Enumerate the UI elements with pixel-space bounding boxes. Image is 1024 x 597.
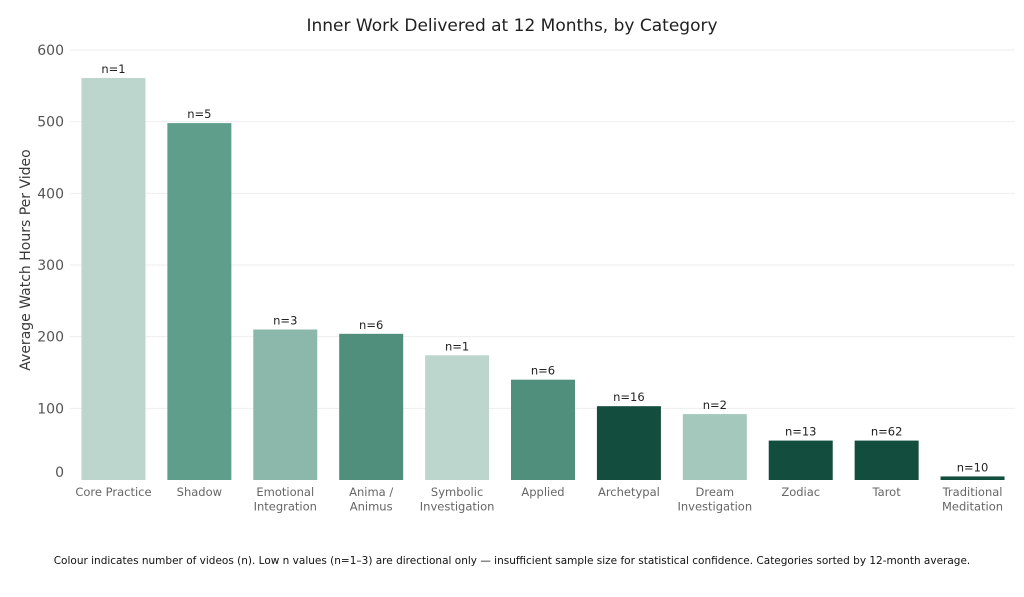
y-tick-label: 400 [37,186,64,202]
bar-count-label: n=6 [531,364,555,378]
x-tick-label-line: Investigation [677,500,752,514]
bar [339,333,404,480]
y-tick-label: 0 [55,465,64,481]
x-tick-label-line: Archetypal [598,485,660,499]
bar-count-labels: n=1 n=5 n=3 n=6 n=1 n=6 n=16 n=2 n=13 n=62 n=10 [101,62,988,474]
bar-count-label: n=1 [101,62,125,76]
x-tick-label-line: Applied [521,485,564,499]
x-tick-label: Applied [521,485,564,499]
bar-count-label: n=1 [445,339,469,353]
y-axis-ticks: 0 100 200 300 400 500 600 [37,43,64,481]
chart-title: Inner Work Delivered at 12 Months, by Ca… [306,16,717,36]
bar-count-label: n=16 [613,390,645,404]
x-tick-label-line: Anima / [349,485,393,499]
x-tick-label-line: Traditional [942,485,1003,499]
x-axis-ticks: Core Practice Shadow Emotional Integration A… [75,485,1003,514]
x-tick-label-line: Dream [695,485,734,499]
bar-count-label: n=2 [703,398,727,412]
bar [596,406,661,480]
footnote: Colour indicates number of videos (n). L… [54,555,971,567]
x-tick-label-line: Shadow [177,485,222,499]
x-tick-label: Dream Investigation [677,485,752,514]
bar [854,440,919,480]
x-tick-label-line: Symbolic [431,485,483,499]
x-tick-label: Zodiac [781,485,820,499]
x-tick-label: Emotional Integration [254,485,317,514]
x-tick-label-line: Core Practice [75,485,151,499]
y-tick-label: 500 [37,115,64,131]
bar [682,414,747,480]
bar [253,329,318,480]
bar-count-label: n=3 [273,314,297,328]
bar [511,379,575,480]
bar [768,440,833,480]
x-tick-label: Core Practice [75,485,151,499]
bar-count-label: n=10 [957,460,989,474]
bar-count-label: n=62 [871,425,903,439]
x-tick-label-line: Meditation [942,500,1003,514]
y-tick-label: 300 [37,258,64,274]
x-tick-label: Anima / Animus [349,485,393,514]
bar [167,123,232,480]
x-tick-label-line: Emotional [256,485,314,499]
x-tick-label-line: Investigation [420,500,495,514]
x-tick-label: Symbolic Investigation [420,485,495,514]
x-tick-label: Archetypal [598,485,660,499]
y-axis-label: Average Watch Hours Per Video [18,149,34,370]
bar [81,77,146,480]
x-tick-label-line: Zodiac [781,485,820,499]
y-tick-label: 600 [37,43,64,59]
x-tick-label: Shadow [177,485,222,499]
x-tick-label-line: Tarot [872,485,902,499]
y-tick-label: 100 [37,401,64,417]
x-tick-label-line: Animus [350,500,393,514]
bar [940,476,1005,480]
x-tick-label: Traditional Meditation [942,485,1003,514]
bar [425,355,490,480]
x-tick-label-line: Integration [254,500,317,514]
bar-count-label: n=13 [785,425,817,439]
bars [81,77,1005,480]
bar-count-label: n=6 [359,318,383,332]
y-tick-label: 200 [37,330,64,346]
bar-count-label: n=5 [187,107,211,121]
x-tick-label: Tarot [872,485,902,499]
